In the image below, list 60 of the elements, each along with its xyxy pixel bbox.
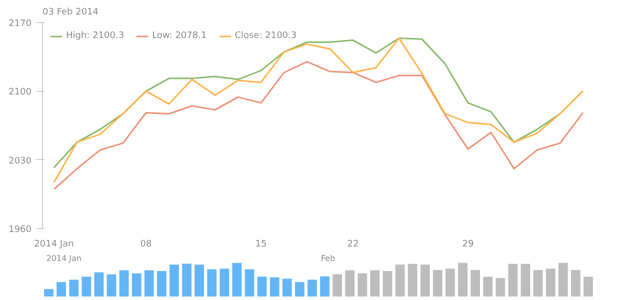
bar (170, 264, 179, 296)
bar (156, 270, 166, 296)
bar (446, 268, 455, 296)
bar (395, 264, 405, 296)
bar (44, 289, 54, 296)
x-tick-label: 29 (462, 240, 474, 250)
bar (584, 276, 593, 296)
bar (282, 278, 292, 296)
bar (332, 274, 342, 296)
bar (144, 270, 154, 296)
bar (570, 270, 580, 296)
bar (533, 270, 543, 296)
bar (182, 264, 192, 296)
x-tick-label: 22 (347, 240, 359, 250)
bar (308, 280, 317, 296)
bar (270, 277, 280, 296)
bar (520, 264, 530, 296)
bar (470, 270, 480, 296)
bar (94, 272, 104, 296)
bar (408, 264, 418, 296)
bar (106, 274, 116, 296)
bar (358, 273, 368, 296)
y-tick-label: 2030 (8, 156, 32, 166)
bar (345, 270, 355, 296)
bar (220, 268, 230, 296)
y-tick-label: 2170 (8, 19, 32, 29)
chart-title: 03 Feb 2014 (42, 8, 99, 18)
bar (82, 276, 92, 296)
legend-label: Low: 2078.1 (152, 31, 207, 41)
bar (483, 276, 493, 296)
x-tick-label: 2014 Jan (34, 240, 74, 250)
bar (244, 269, 254, 296)
x-tick-label: 15 (255, 240, 267, 250)
bar (69, 280, 79, 296)
bar (207, 269, 217, 296)
bar (508, 264, 518, 296)
bar (420, 264, 430, 296)
bar (558, 262, 568, 296)
legend-label: Close: 2100.3 (234, 31, 297, 41)
line-series (53, 60, 584, 190)
bar (458, 262, 468, 296)
y-tick-label: 1960 (8, 225, 32, 235)
bar (320, 276, 330, 296)
bar (232, 262, 242, 296)
bar (119, 270, 129, 296)
bar (370, 270, 380, 296)
bar (546, 268, 556, 296)
x-tick-label: 08 (140, 240, 152, 250)
text: Feb (321, 254, 336, 263)
bar (496, 278, 506, 296)
bar (432, 270, 442, 296)
legend-label: High: 2100.3 (66, 31, 124, 41)
bar (257, 276, 267, 296)
y-tick-label: 2100 (8, 88, 32, 98)
bar (56, 282, 66, 296)
text: 2014 Jan (46, 254, 82, 263)
bar (194, 264, 204, 296)
bar (132, 273, 142, 296)
bar (382, 270, 392, 296)
bar (294, 282, 304, 296)
